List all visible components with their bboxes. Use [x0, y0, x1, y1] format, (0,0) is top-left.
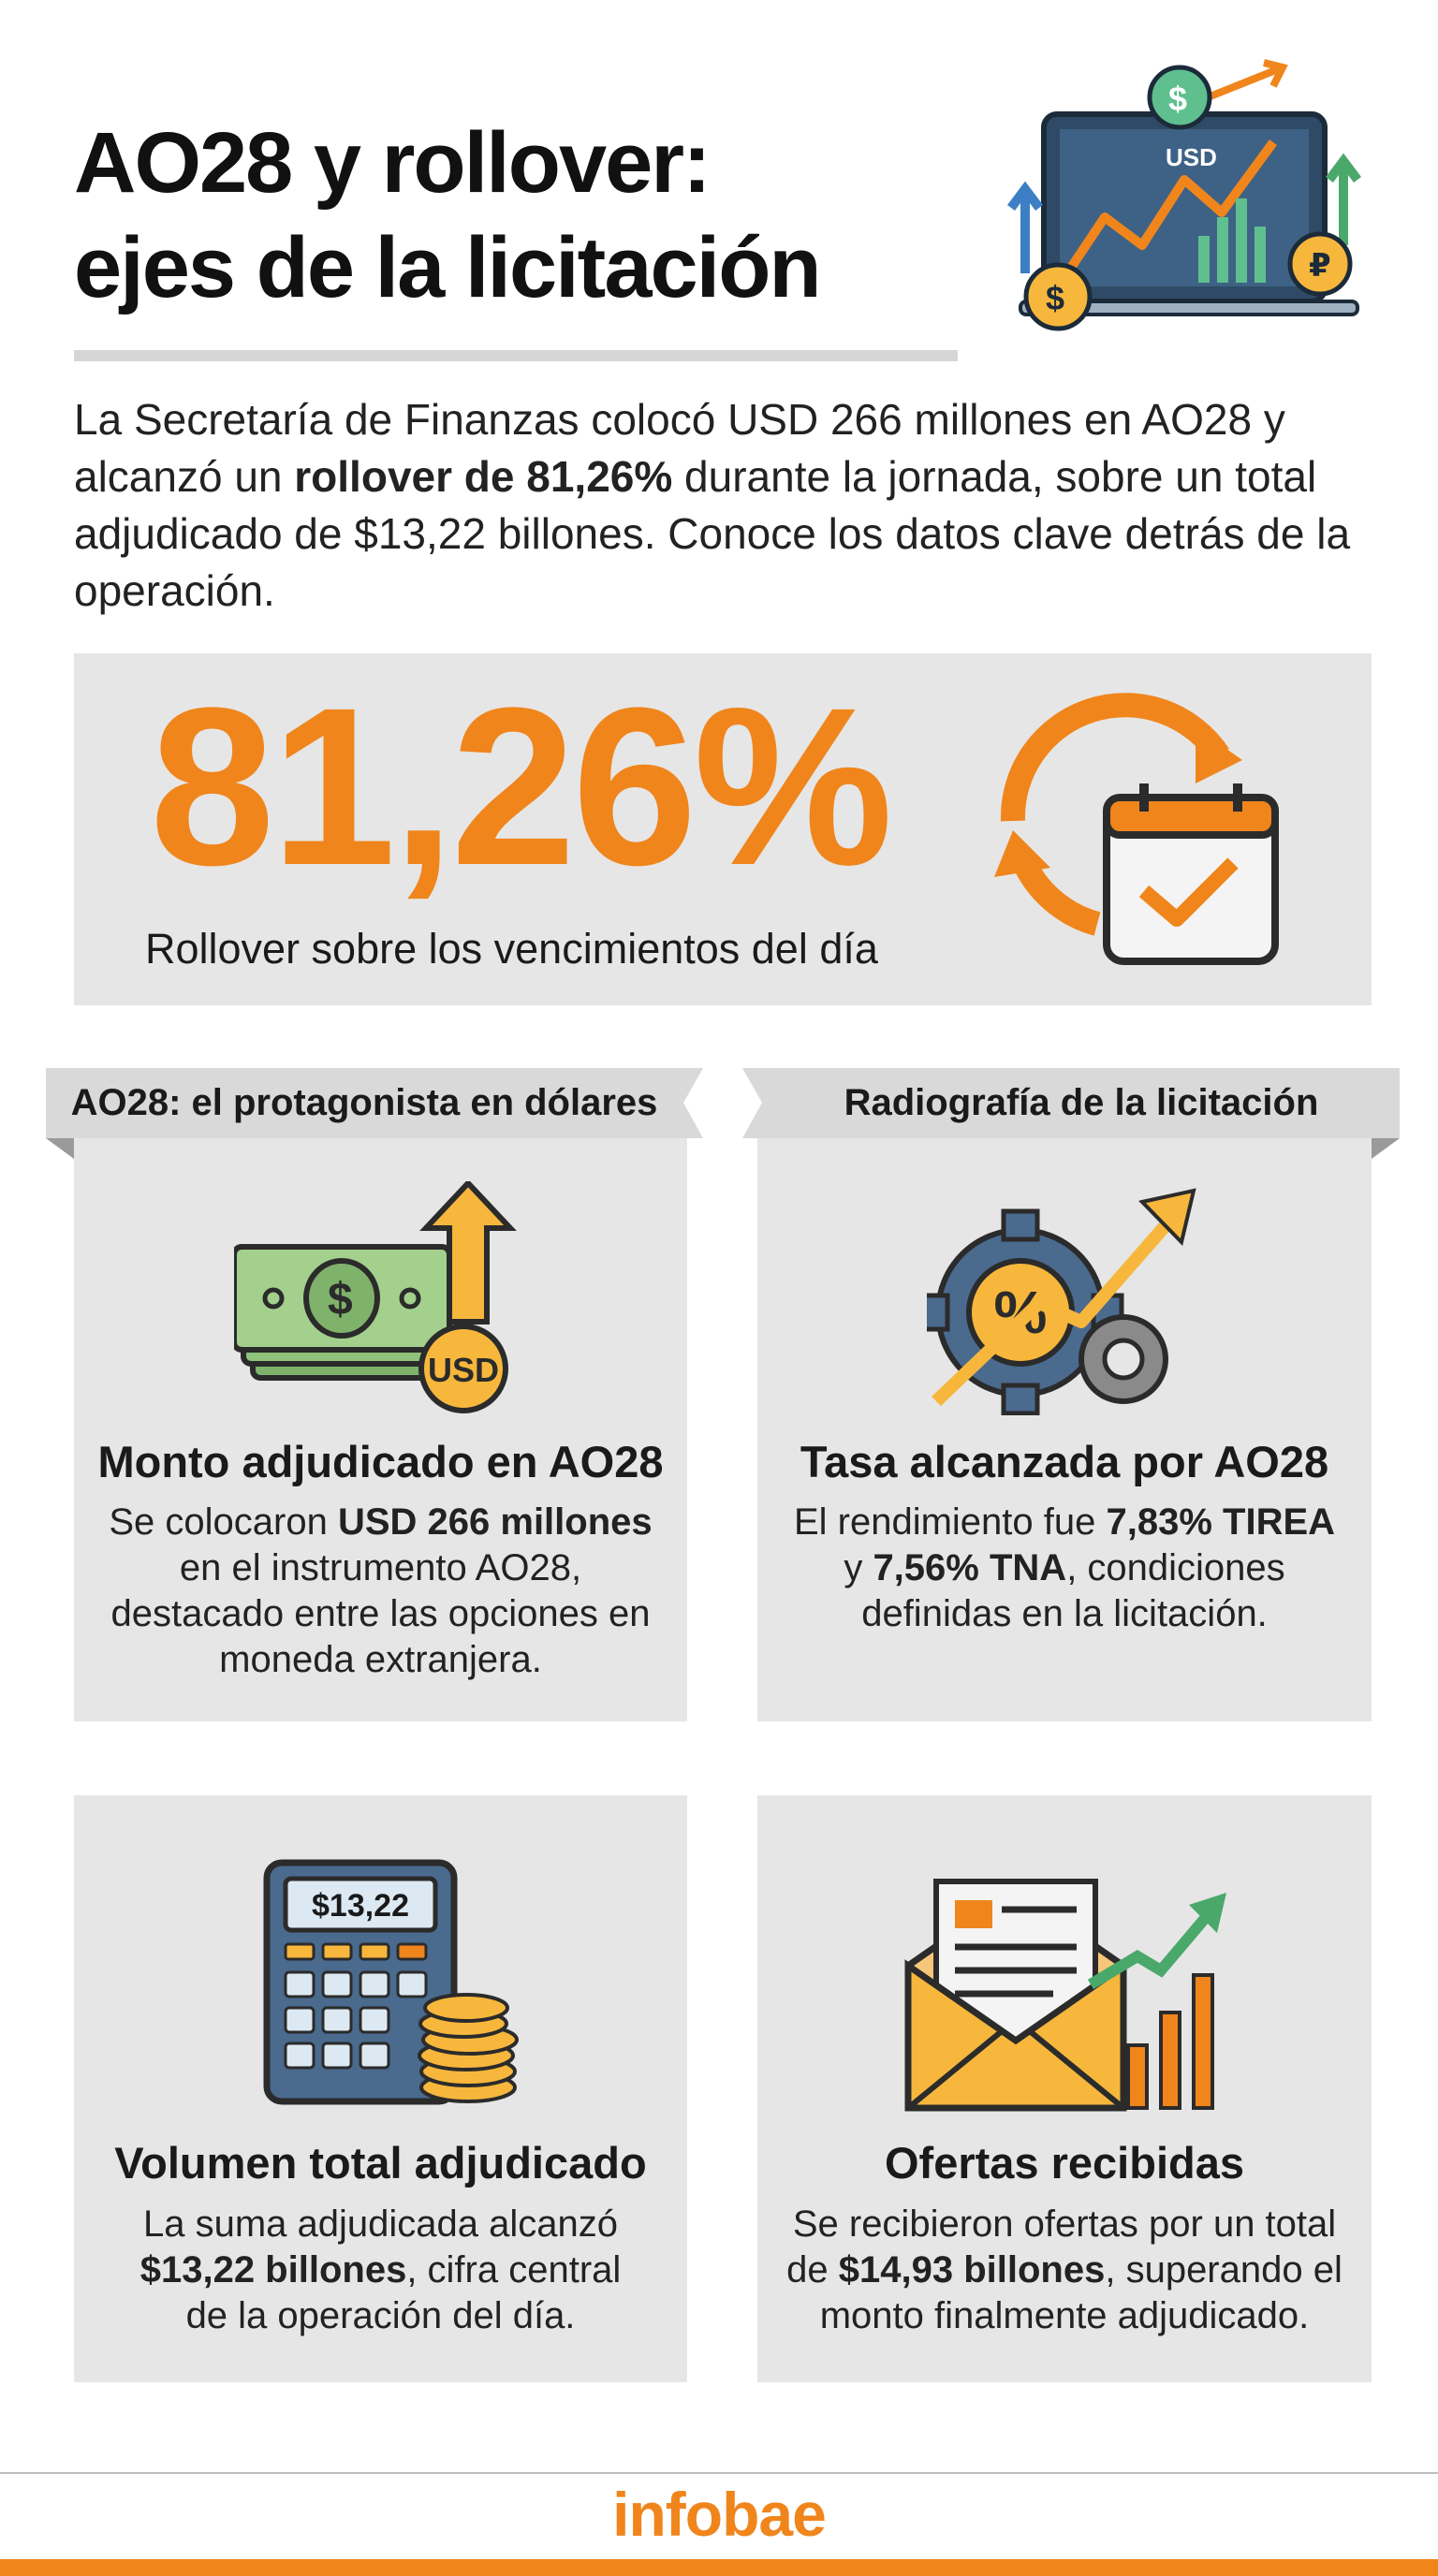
text: durante la jornada, sobre un total adjud… — [74, 452, 1351, 615]
title-line: AO28 y rollover: — [74, 115, 712, 211]
section-ribbons — [46, 1068, 1400, 1159]
text: , superando el monto finalmente adjudica… — [819, 2249, 1343, 2336]
intro: La Secretaría de Finanzas colocó USD 266… — [74, 391, 1375, 620]
text: La suma adjudicada alcanzó — [142, 2203, 618, 2245]
text: Se colocaron — [109, 1501, 338, 1543]
icon-label: USD — [1166, 143, 1217, 171]
text: y — [844, 1547, 873, 1588]
offers-icon — [904, 1879, 1226, 2112]
hero-icon: USD $ $ ₽ — [1007, 59, 1361, 331]
text: , cifra central de la operación del día. — [185, 2249, 622, 2336]
svg-text:$: $ — [1046, 279, 1064, 317]
card-body: La suma adjudicada alcanzó $13,22 billon… — [116, 2202, 645, 2339]
svg-text:$: $ — [1168, 80, 1187, 118]
title-line: ejes de la licitación — [74, 220, 822, 315]
emphasis: 7,56% TNA — [873, 1547, 1067, 1588]
emphasis: USD 266 millones — [337, 1501, 653, 1543]
section-heading: AO28: el protagonista en dólares — [70, 1082, 658, 1123]
card-title: Ofertas recibidas — [884, 2138, 1244, 2188]
card — [74, 1138, 687, 1721]
card-title: Tasa alcanzada por AO28 — [800, 1437, 1329, 1486]
rollover-icon — [994, 693, 1279, 965]
svg-text:$: $ — [328, 1275, 353, 1325]
emphasis: $14,93 billones — [838, 2249, 1106, 2291]
svg-text:₽: ₽ — [1309, 248, 1331, 284]
text: , condiciones definidas en la licitación… — [861, 1547, 1285, 1634]
cash-icon: $ USD — [234, 1181, 517, 1413]
card-title: Volumen total adjudicado — [114, 2138, 647, 2188]
highlight-value: 81,26% — [150, 661, 893, 912]
emphasis: $13,22 billones — [139, 2249, 407, 2291]
footer-rule — [0, 2472, 1438, 2474]
rate-icon: % — [927, 1188, 1196, 1415]
card — [757, 1138, 1372, 1721]
text: La Secretaría de Finanzas colocó USD 266… — [74, 395, 1285, 501]
footer-brand: infobae — [612, 2480, 827, 2549]
card-body: El rendimiento fue 7,83% TIREA y 7,56% T… — [782, 1500, 1347, 1637]
highlight-caption: Rollover sobre los vencimientos del día — [145, 925, 878, 973]
text: Se recibieron ofertas por un total de — [786, 2203, 1337, 2291]
emphasis: rollover de 81,26% — [294, 452, 673, 501]
icon-label: $13,22 — [312, 1888, 409, 1924]
footer-bar — [0, 2559, 1438, 2576]
card-body: Se recibieron ofertas por un total de $1… — [777, 2202, 1352, 2339]
icon-label: USD — [428, 1351, 499, 1389]
card-title: Monto adjudicado en AO28 — [97, 1437, 664, 1486]
text: El rendimiento fue — [793, 1501, 1107, 1543]
divider — [74, 350, 958, 361]
card-body: Se colocaron USD 266 millones en el inst… — [93, 1500, 668, 1683]
emphasis: 7,83% TIREA — [1106, 1501, 1336, 1543]
section-heading: Radiografía de la licitación — [844, 1082, 1319, 1123]
calculator-icon: $13,22 — [263, 1859, 519, 2105]
text: en el instrumento AO28, destacado entre … — [110, 1547, 651, 1680]
